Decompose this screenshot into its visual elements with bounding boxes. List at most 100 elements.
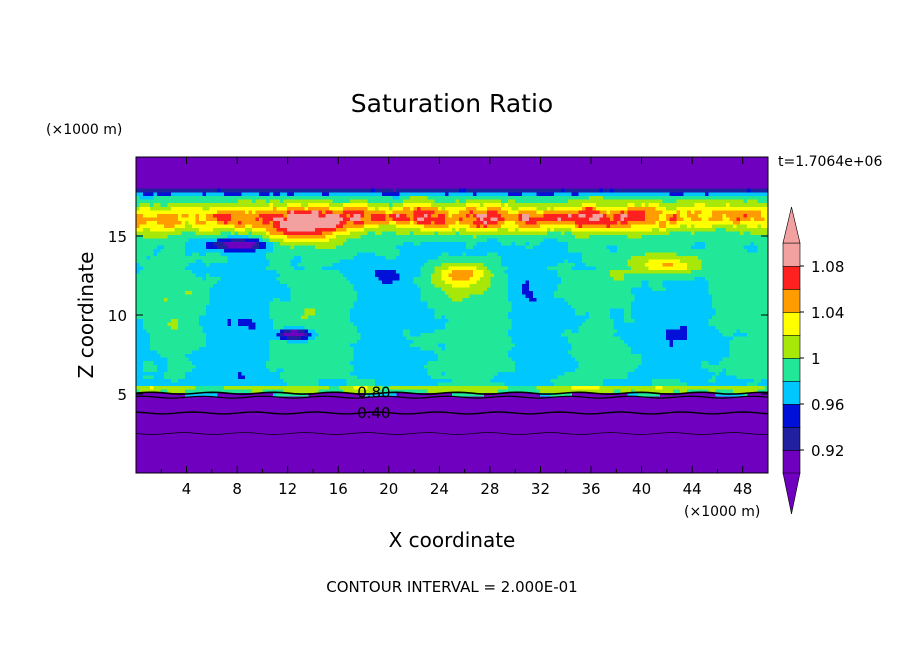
field-cell bbox=[157, 251, 186, 256]
field-cell bbox=[722, 332, 734, 337]
field-cell bbox=[497, 371, 565, 376]
colorbar-segment bbox=[782, 311, 801, 336]
field-cell bbox=[329, 385, 341, 390]
field-cell bbox=[610, 315, 625, 320]
field-cell bbox=[269, 343, 351, 348]
field-cell bbox=[420, 227, 453, 232]
field-cell bbox=[279, 272, 344, 277]
field-cell bbox=[631, 315, 713, 320]
field-cell bbox=[441, 315, 446, 320]
field-cell bbox=[286, 381, 320, 386]
field-cell bbox=[753, 216, 766, 221]
field-cell bbox=[715, 371, 720, 376]
field-cell bbox=[153, 251, 158, 256]
field-cell bbox=[455, 230, 460, 235]
field-cell bbox=[571, 343, 629, 348]
field-cell bbox=[164, 223, 176, 228]
field-cell bbox=[655, 385, 664, 390]
contour-label: 0.40 bbox=[357, 404, 390, 422]
field-cell bbox=[729, 343, 769, 348]
field-cell bbox=[437, 353, 509, 358]
field-cell bbox=[294, 192, 323, 197]
field-cell bbox=[476, 279, 492, 284]
field-cell bbox=[374, 378, 453, 383]
field-cell bbox=[483, 272, 495, 277]
field-cell bbox=[567, 213, 572, 218]
field-cell bbox=[708, 286, 769, 292]
field-cell bbox=[434, 209, 450, 214]
field-cell bbox=[350, 371, 429, 376]
field-cell bbox=[139, 206, 151, 211]
field-cell bbox=[602, 378, 653, 383]
field-cell bbox=[185, 371, 239, 376]
field-cell bbox=[578, 325, 615, 330]
field-cell bbox=[209, 286, 292, 292]
field-cell bbox=[143, 364, 158, 369]
field-cell bbox=[420, 269, 436, 274]
field-cell bbox=[150, 332, 207, 337]
field-cell bbox=[722, 216, 730, 221]
x-tick-label: 40 bbox=[632, 480, 651, 498]
field-cell bbox=[687, 265, 702, 270]
field-cell bbox=[652, 381, 688, 386]
field-cell bbox=[195, 216, 200, 221]
y-tick-label: 15 bbox=[108, 228, 127, 246]
field-cell bbox=[504, 269, 558, 274]
field-cell bbox=[136, 286, 211, 292]
field-cell bbox=[627, 202, 636, 207]
field-cell bbox=[645, 209, 664, 214]
field-cell bbox=[680, 378, 709, 383]
field-cell bbox=[353, 322, 446, 327]
field-cell bbox=[624, 339, 671, 344]
field-cell bbox=[571, 385, 601, 390]
field-cell bbox=[385, 255, 397, 260]
field-cell bbox=[311, 209, 320, 214]
field-cell bbox=[269, 199, 281, 204]
field-cell bbox=[476, 192, 509, 197]
field-cell bbox=[683, 216, 692, 221]
field-cell bbox=[346, 381, 376, 386]
y-unit-label: (×1000 m) bbox=[46, 122, 122, 138]
field-cell bbox=[701, 364, 769, 369]
field-cell bbox=[434, 329, 509, 334]
field-cell bbox=[153, 192, 158, 197]
x-tick-label: 16 bbox=[329, 480, 348, 498]
field-cell bbox=[150, 343, 207, 348]
field-cell bbox=[164, 297, 169, 302]
field-cell bbox=[167, 357, 190, 362]
field-cell bbox=[269, 315, 302, 320]
field-cell bbox=[645, 262, 664, 267]
field-cell bbox=[315, 227, 337, 232]
field-cell bbox=[136, 378, 172, 383]
field-cell bbox=[448, 213, 453, 218]
field-cell bbox=[353, 364, 425, 369]
field-cell bbox=[388, 213, 397, 218]
field-cell bbox=[571, 329, 579, 334]
field-cell bbox=[136, 315, 200, 320]
field-cell bbox=[276, 332, 281, 337]
field-cell bbox=[659, 223, 667, 228]
field-cell bbox=[251, 227, 267, 232]
field-cell bbox=[213, 213, 232, 218]
field-cell bbox=[571, 353, 643, 358]
field-cell bbox=[529, 216, 558, 221]
field-cell bbox=[374, 230, 383, 235]
field-cell bbox=[160, 353, 186, 358]
field-cell bbox=[357, 329, 404, 334]
field-cell bbox=[136, 307, 207, 313]
x-unit-label: (×1000 m) bbox=[684, 504, 760, 520]
field-cell bbox=[539, 388, 615, 393]
field-cell bbox=[610, 307, 625, 313]
field-cell bbox=[350, 360, 429, 365]
field-cell bbox=[139, 202, 151, 207]
field-cell bbox=[452, 392, 485, 397]
field-cell bbox=[529, 213, 544, 218]
field-cell bbox=[620, 213, 629, 218]
field-cell bbox=[353, 304, 429, 309]
field-cell bbox=[367, 202, 390, 207]
field-cell bbox=[185, 241, 207, 246]
field-cell bbox=[515, 227, 520, 232]
field-cell bbox=[757, 199, 769, 204]
field-cell bbox=[687, 209, 692, 214]
field-cell bbox=[136, 343, 151, 348]
